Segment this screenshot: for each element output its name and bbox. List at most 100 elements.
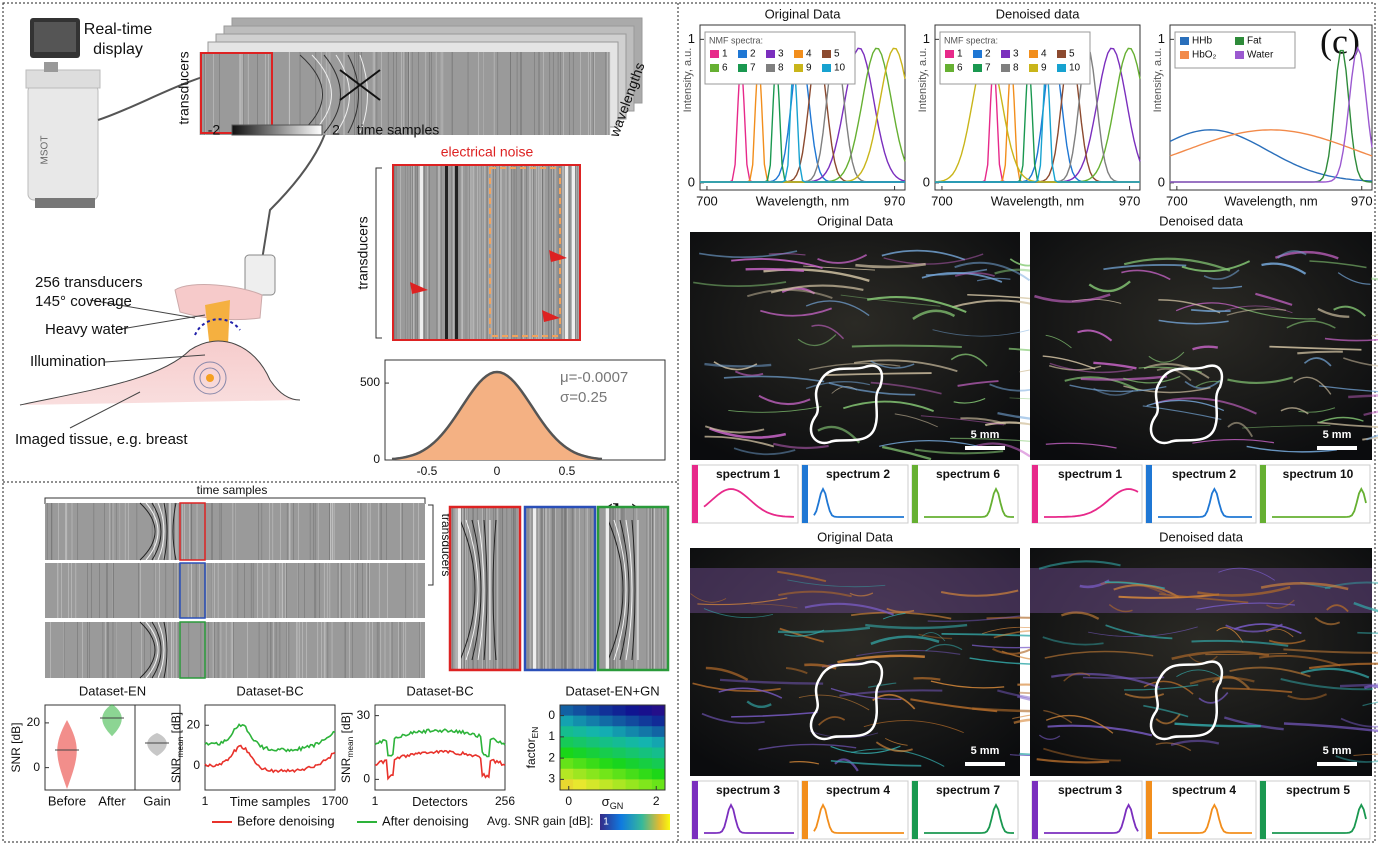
heatmap-cell — [560, 758, 574, 769]
heatmap-cell — [652, 748, 666, 759]
y-tick-label: 0 — [373, 452, 380, 466]
label: time samples — [357, 122, 439, 138]
heatmap-cell — [639, 748, 653, 759]
legend-label: 1 — [722, 49, 728, 60]
noise-line — [455, 165, 458, 340]
setup-label: Heavy water — [45, 321, 128, 338]
legend-label: 9 — [1041, 63, 1047, 74]
legend-label: 3 — [1013, 49, 1019, 60]
axis-label: σGN — [602, 794, 624, 811]
spectrum-label: spectrum 2 — [826, 467, 890, 481]
legend-swatch — [973, 64, 982, 72]
heatmap-cell — [652, 758, 666, 769]
noise-line — [565, 165, 568, 340]
colorbar — [600, 814, 670, 830]
legend-label: 7 — [750, 63, 756, 74]
heatmap-cell — [573, 726, 587, 737]
noise-line — [420, 165, 423, 340]
y-tick-label: 1 — [1158, 31, 1165, 46]
heatmap-cell — [560, 726, 574, 737]
x-tick-label: 700 — [931, 193, 953, 208]
stat-label: σ=0.25 — [560, 389, 607, 406]
y-tick-label: 20 — [187, 717, 201, 731]
heatmap-cell — [573, 769, 587, 780]
color-ramp — [1260, 465, 1266, 523]
legend-label: 1 — [957, 49, 963, 60]
plot-title: Dataset-BC — [406, 683, 473, 698]
violin — [147, 733, 167, 756]
heatmap-cell — [560, 748, 574, 759]
scale-label: 5 mm — [971, 429, 1000, 441]
label-text: SNR [dB] — [9, 722, 23, 772]
heatmap-cell — [652, 779, 666, 790]
heatmap-cell — [613, 779, 627, 790]
label: Intensity, a.u. — [1152, 48, 1164, 113]
category-label: After — [98, 793, 126, 808]
x-tick-label: -0.5 — [417, 464, 438, 478]
image-title: Denoised data — [1159, 213, 1244, 228]
y-tick-label: 1 — [548, 729, 555, 743]
legend-label: 10 — [834, 63, 846, 74]
y-tick-label: 500 — [360, 375, 380, 389]
heatmap-cell — [586, 779, 600, 790]
heatmap-cell — [626, 726, 640, 737]
heatmap-cell — [586, 748, 600, 759]
vessel — [1083, 677, 1164, 678]
image-title: Original Data — [817, 529, 894, 544]
legend-label: 5 — [1069, 49, 1075, 60]
x-tick-label: 970 — [1119, 193, 1141, 208]
x-tick-label: 0 — [565, 794, 572, 808]
y-tick-label: 0 — [548, 708, 555, 722]
legend-label: 5 — [834, 49, 840, 60]
label: transducers — [176, 51, 192, 124]
display-label: display — [93, 41, 143, 58]
stat-label: μ=-0.0007 — [560, 369, 628, 386]
category-label: Gain — [143, 793, 170, 808]
color-ramp — [692, 781, 698, 839]
spectrum-label: spectrum 4 — [1172, 783, 1236, 797]
y-tick-label: 30 — [357, 708, 371, 722]
legend-swatch — [1057, 50, 1066, 58]
axis-label: Time samples — [230, 794, 311, 809]
heatmap-cell — [599, 726, 613, 737]
heatmap-cell — [613, 758, 627, 769]
heatmap-cell — [626, 779, 640, 790]
heatmap-cell — [560, 737, 574, 748]
plot-title: Dataset-BC — [236, 683, 303, 698]
heatmap-cell — [652, 769, 666, 780]
color-ramp — [802, 465, 808, 523]
setup-label: Imaged tissue, e.g. breast — [15, 431, 188, 448]
violin — [102, 704, 122, 736]
bracket — [376, 168, 382, 338]
bracket — [428, 505, 433, 585]
label: Wavelength, nm — [1224, 193, 1317, 208]
image-title: Denoised data — [1159, 529, 1244, 544]
setup-label: 145° coverage — [35, 293, 132, 310]
legend-label: Water — [1247, 50, 1274, 61]
spectrum-label: spectrum 4 — [826, 783, 890, 797]
heatmap-cell — [613, 748, 627, 759]
x-tick-label: 700 — [1166, 193, 1188, 208]
legend-label: 4 — [806, 49, 812, 60]
label: electrical noise — [441, 144, 534, 160]
heatmap-cell — [573, 705, 587, 716]
axis-label: SNRmean [dB] — [169, 712, 185, 783]
legend-label: 10 — [1069, 63, 1081, 74]
heatmap-cell — [626, 737, 640, 748]
scale-label: 5 mm — [1323, 429, 1352, 441]
heatmap-cell — [613, 716, 627, 727]
spectrum-label: spectrum 6 — [936, 467, 1000, 481]
colorbar — [232, 125, 322, 135]
legend-swatch — [1235, 37, 1244, 45]
color-ramp — [912, 781, 918, 839]
heatmap-cell — [626, 748, 640, 759]
spectrum-curve — [1170, 51, 1372, 182]
subscript: EN — [530, 727, 540, 739]
y-tick-label: 3 — [548, 772, 555, 786]
colorbar-tick-label: 2 — [332, 122, 340, 138]
color-ramp — [1032, 781, 1038, 839]
legend-swatch — [738, 50, 747, 58]
noise-line — [533, 507, 536, 670]
x-tick-label: 1 — [372, 794, 379, 808]
legend-swatch — [794, 50, 803, 58]
